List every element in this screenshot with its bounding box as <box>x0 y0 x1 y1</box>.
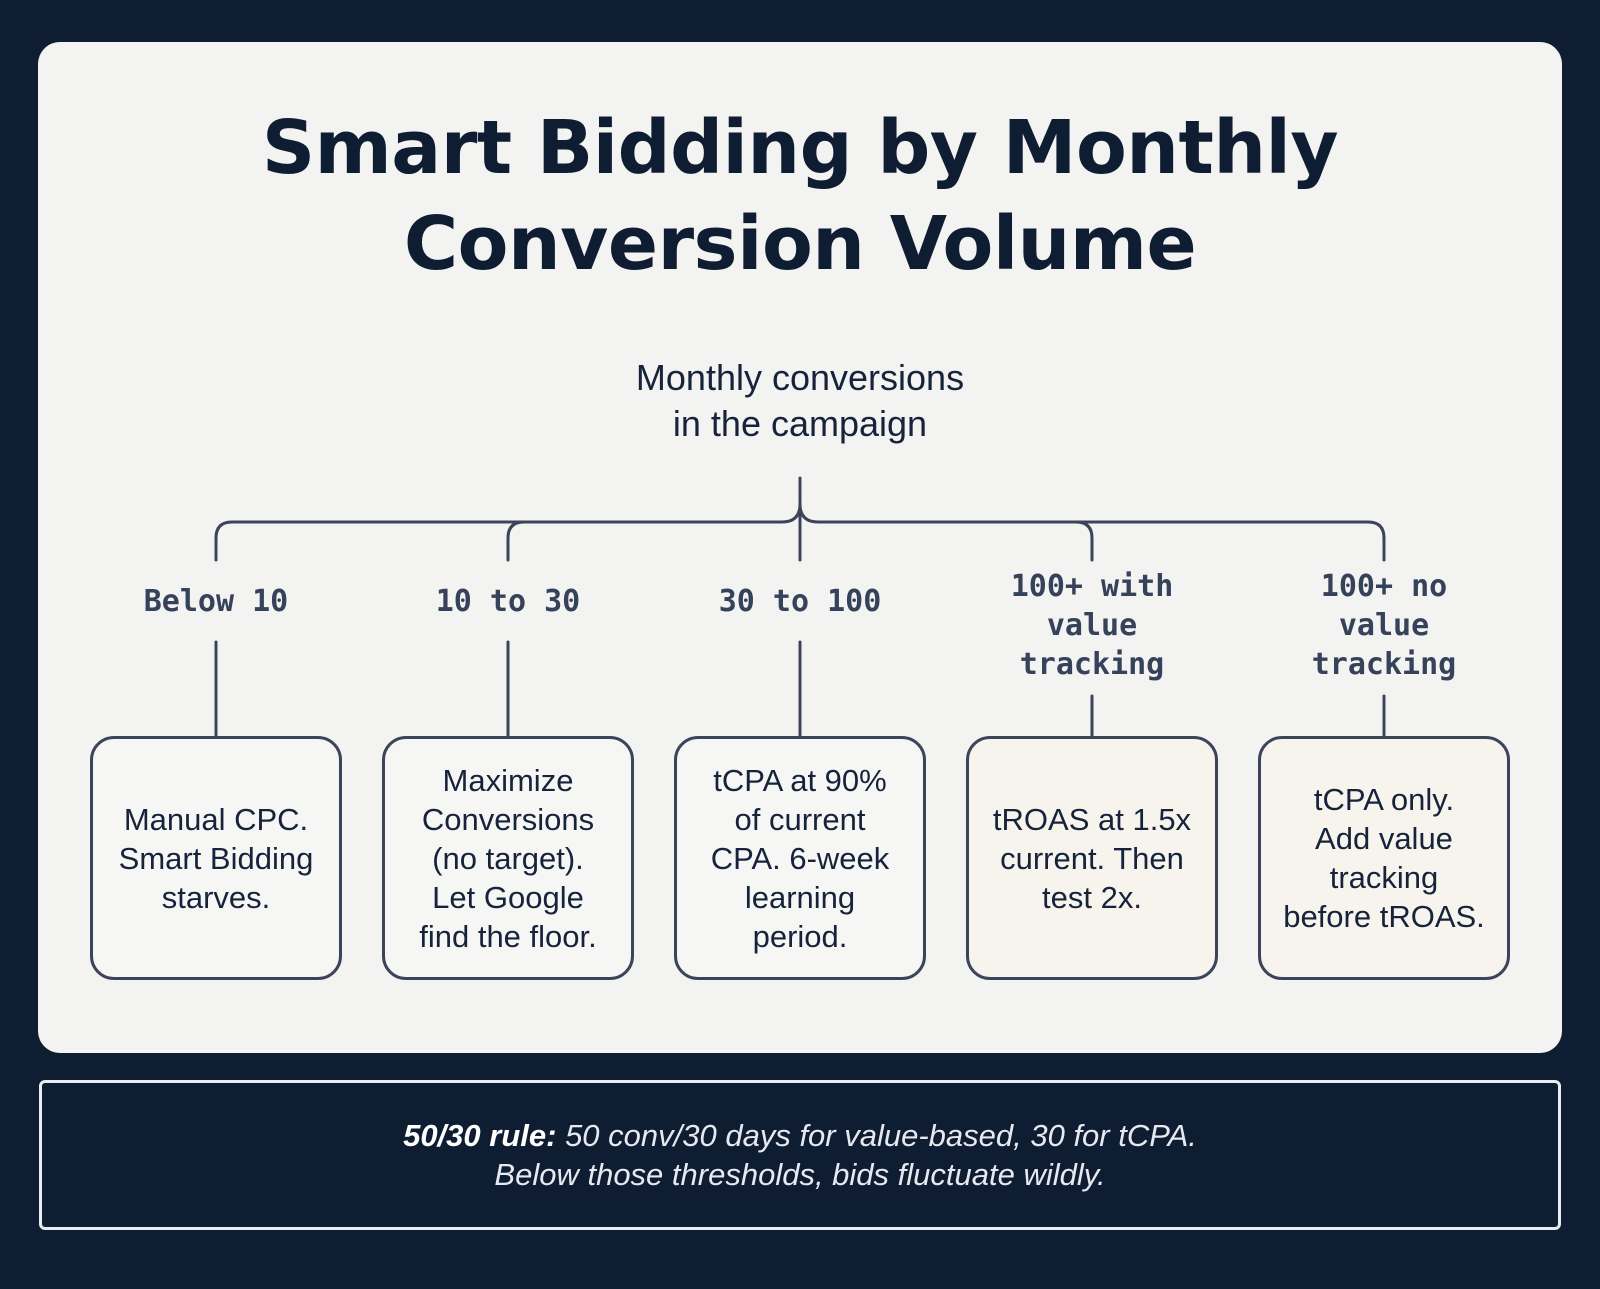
recommendation-box-30-to-100: tCPA at 90% of current CPA. 6-week learn… <box>674 736 926 980</box>
recommendation-line: tCPA only. <box>1313 782 1455 817</box>
recommendation-line: Conversions <box>421 801 595 837</box>
recommendation-line: CPA. 6-week <box>710 840 890 876</box>
rule-footer: 50/30 rule: 50 conv/30 days for value-ba… <box>39 1080 1561 1230</box>
recommendation-line: learning <box>744 879 856 915</box>
recommendation-line: Manual CPC. <box>123 801 309 837</box>
recommendation-box-100-no-value: tCPA only. Add value tracking before tRO… <box>1258 736 1510 980</box>
recommendation-line: tROAS at 1.5x <box>992 801 1192 837</box>
branch-stem-2 <box>506 520 526 562</box>
recommendation-line: before tROAS. <box>1283 899 1485 934</box>
root-node: Monthly conversions in the campaign <box>560 355 1040 447</box>
branch-label-10-to-30: 10 to 30 <box>388 582 628 621</box>
branch-label-line: 100+ with <box>1010 569 1174 604</box>
recommendation-line: test 2x. <box>1042 879 1142 915</box>
recommendation-line: find the floor. <box>419 918 597 954</box>
title-line-1: Smart Bidding by Monthly <box>261 105 1339 191</box>
recommendation-box-100-with-value: tROAS at 1.5x current. Then test 2x. <box>966 736 1218 980</box>
branch-label-below-10: Below 10 <box>96 582 336 621</box>
recommendation-box-10-to-30: Maximize Conversions (no target). Let Go… <box>382 736 634 980</box>
footer-line-2: Below those thresholds, bids fluctuate w… <box>494 1157 1106 1192</box>
recommendation-line: current. Then <box>1000 840 1184 876</box>
recommendation-line: tracking <box>1329 860 1439 895</box>
root-line-2: in the campaign <box>672 403 928 444</box>
rule-label: 50/30 rule: <box>403 1118 557 1153</box>
recommendation-line: period. <box>752 918 848 954</box>
recommendation-line: tCPA at 90% <box>713 762 887 798</box>
branch-label-line: value <box>1046 608 1138 643</box>
recommendation-box-below-10: Manual CPC. Smart Bidding starves. <box>90 736 342 980</box>
branch-label-line: Below 10 <box>143 584 289 619</box>
footer-line-1: 50/30 rule: 50 conv/30 days for value-ba… <box>403 1116 1197 1155</box>
recommendation-line: Let Google <box>432 879 584 915</box>
branch-label-line: 100+ no <box>1320 569 1448 604</box>
branch-stem-4 <box>1074 520 1094 562</box>
branch-label-line: value <box>1338 608 1430 643</box>
recommendation-line: Maximize <box>442 762 574 798</box>
recommendation-line: of current <box>734 801 866 837</box>
branch-label-30-to-100: 30 to 100 <box>680 582 920 621</box>
rule-text: 50 conv/30 days for value-based, 30 for … <box>556 1118 1197 1153</box>
recommendation-line: (no target). <box>432 840 584 876</box>
page-title: Smart Bidding by Monthly Conversion Volu… <box>0 100 1600 292</box>
recommendation-line: starves. <box>161 879 271 915</box>
branch-label-line: 30 to 100 <box>718 584 882 619</box>
branch-label-line: 10 to 30 <box>435 584 581 619</box>
title-line-2: Conversion Volume <box>403 201 1197 287</box>
recommendation-line: Add value <box>1315 821 1453 856</box>
recommendation-line: Smart Bidding <box>118 840 314 876</box>
branch-label-100-no-value: 100+ no value tracking <box>1264 567 1504 684</box>
branch-label-line: tracking <box>1019 647 1165 682</box>
branch-label-line: tracking <box>1311 647 1457 682</box>
branch-label-100-with-value: 100+ with value tracking <box>972 567 1212 684</box>
top-bracket <box>214 502 1386 562</box>
root-line-1: Monthly conversions <box>635 357 965 398</box>
